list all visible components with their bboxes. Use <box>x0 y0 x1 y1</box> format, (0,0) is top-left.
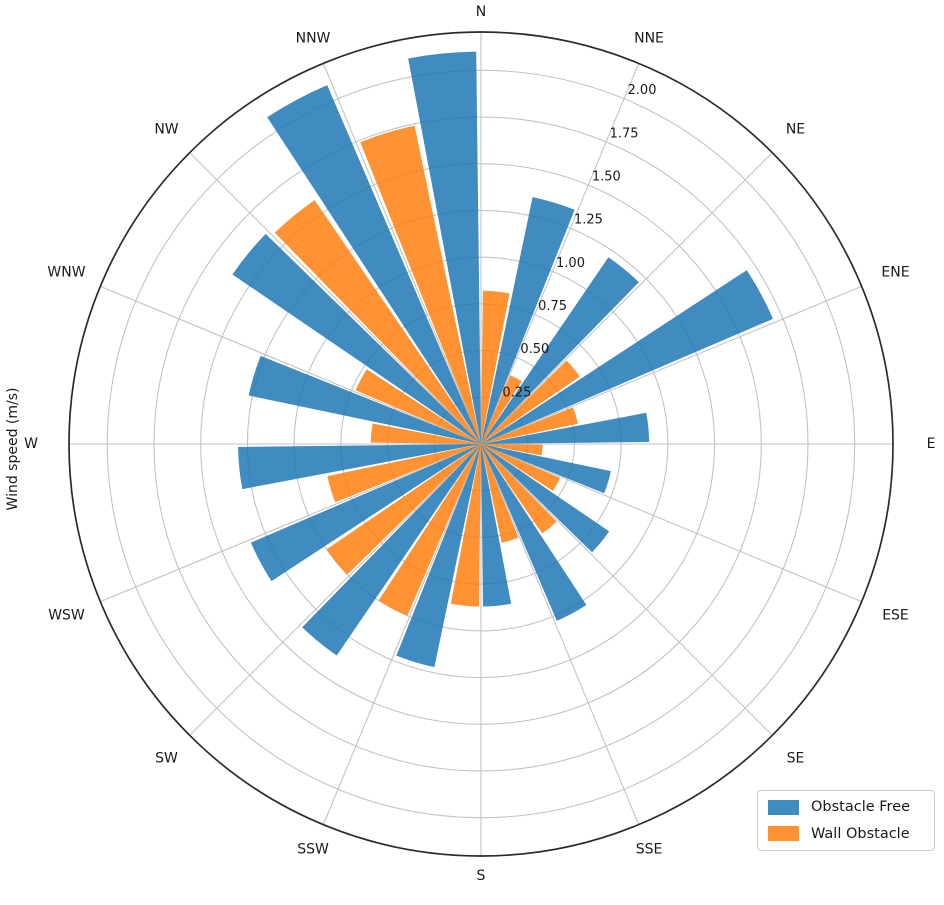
polar-spine <box>68 31 894 857</box>
bar-obstacle-free-ENE <box>481 270 773 444</box>
bar-wall-obstacle-SE <box>481 444 557 534</box>
rtick-label-1.25: 1.25 <box>574 213 603 228</box>
compass-label-SE: SE <box>787 751 805 767</box>
bar-obstacle-free-NW <box>232 233 481 444</box>
legend: Obstacle Free Wall Obstacle <box>757 790 935 851</box>
rtick-label-0.75: 0.75 <box>538 299 567 314</box>
rtick-label-1.75: 1.75 <box>610 126 639 141</box>
bar-wall-obstacle-NW <box>274 200 481 444</box>
legend-label-wall-obstacle: Wall Obstacle <box>811 825 910 842</box>
bar-obstacle-free-NNE <box>481 197 575 444</box>
bar-wall-obstacle-NNW <box>360 125 481 444</box>
compass-label-S: S <box>477 868 486 884</box>
bar-wall-obstacle-N <box>481 290 510 444</box>
grid-spoke-SE <box>480 443 773 736</box>
grid-spoke-SW <box>189 443 482 736</box>
grid-spoke-ESE <box>480 443 862 603</box>
radial-tick-labels: 0.25 0.50 0.75 1.00 1.25 1.50 1.75 2.00 <box>502 83 656 400</box>
bar-obstacle-free-SW <box>302 444 481 656</box>
bar-wall-obstacle-SSW <box>378 444 481 616</box>
bar-obstacle-free-SE <box>481 444 610 553</box>
compass-label-W: W <box>24 436 38 452</box>
bar-wall-obstacle-E <box>481 444 543 456</box>
bar-wall-obstacle-WSW <box>327 444 481 503</box>
bar-obstacle-free-ESE <box>481 444 611 494</box>
bar-wall-obstacle-NNE <box>481 375 522 444</box>
polar-grid <box>68 31 894 857</box>
rtick-label-1.50: 1.50 <box>592 170 621 185</box>
grid-spoke-SSE <box>480 443 640 825</box>
bar-wall-obstacle-W <box>370 423 481 444</box>
compass-label-NE: NE <box>786 122 805 138</box>
bar-obstacle-free-WNW <box>248 355 481 444</box>
compass-label-NNE: NNE <box>634 31 664 47</box>
legend-item-wall-obstacle: Wall Obstacle <box>768 824 934 844</box>
compass-label-SSW: SSW <box>297 842 329 858</box>
compass-label-ENE: ENE <box>881 264 909 280</box>
rtick-label-1.00: 1.00 <box>556 256 585 271</box>
bar-wall-obstacle-SSE <box>481 444 519 543</box>
compass-label-NNW: NNW <box>296 31 331 47</box>
rtick-label-0.25: 0.25 <box>502 385 531 400</box>
rtick-label-0.50: 0.50 <box>520 342 549 357</box>
compass-label-WSW: WSW <box>48 608 85 624</box>
bar-wall-obstacle-ESE <box>481 444 560 492</box>
bar-obstacle-free-S <box>481 444 512 607</box>
compass-label-SW: SW <box>155 751 178 767</box>
y-axis-label: Wind speed (m/s) <box>5 388 21 511</box>
compass-label-NW: NW <box>154 122 178 138</box>
grid-spoke-SSW <box>322 443 482 825</box>
bar-obstacle-free-WSW <box>250 444 481 582</box>
bar-obstacle-free-NNW <box>267 85 481 444</box>
grid-spoke-NNW <box>322 63 482 445</box>
legend-swatch-obstacle-free <box>768 799 799 815</box>
compass-label-ESE: ESE <box>882 608 909 624</box>
bar-wall-obstacle-ENE <box>481 407 578 444</box>
bar-obstacle-free-N <box>408 51 481 445</box>
bar-obstacle-free-NE <box>481 257 639 444</box>
compass-label-N: N <box>476 4 486 20</box>
bar-obstacle-free-SSE <box>481 444 587 621</box>
bar-wall-obstacle-S <box>450 444 481 607</box>
grid-spoke-WSW <box>100 443 482 603</box>
legend-swatch-wall-obstacle <box>768 826 799 842</box>
compass-direction-labels: N NNE NE ENE E ESE SE SSE S SSW SW WSW W WNW NW NNW <box>24 4 935 884</box>
grid-spoke-NW <box>189 152 482 445</box>
legend-label-obstacle-free: Obstacle Free <box>811 799 911 816</box>
bar-wall-obstacle-NE <box>481 360 580 444</box>
rtick-label-2.00: 2.00 <box>628 83 657 98</box>
grid-spoke-WNW <box>100 285 482 445</box>
bar-obstacle-free-SSW <box>396 444 481 668</box>
grid-spoke-ENE <box>480 285 862 445</box>
bar-obstacle-free-E <box>481 412 650 444</box>
bar-wall-obstacle-WNW <box>355 369 481 444</box>
compass-label-WNW: WNW <box>47 264 85 280</box>
compass-label-E: E <box>927 436 936 452</box>
compass-label-SSE: SSE <box>636 842 663 858</box>
bar-wall-obstacle-SW <box>326 444 481 575</box>
grid-spoke-NE <box>480 152 773 445</box>
wind-rose-bars <box>232 51 773 668</box>
grid-spoke-NNE <box>480 63 640 445</box>
legend-item-obstacle-free: Obstacle Free <box>768 797 934 817</box>
bar-obstacle-free-W <box>238 444 481 490</box>
